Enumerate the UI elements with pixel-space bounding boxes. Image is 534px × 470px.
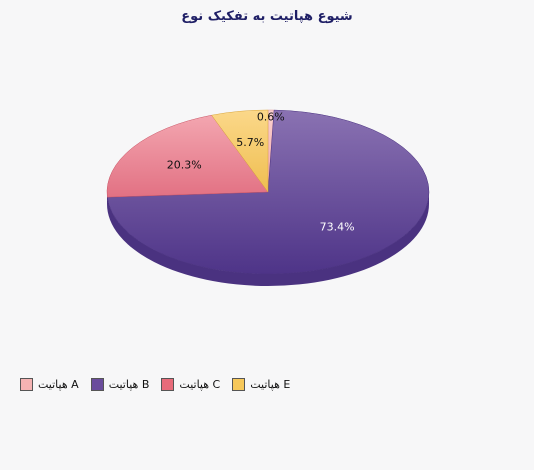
legend-swatch-4 [232, 378, 246, 391]
legend: هپاتیت A هپاتیت B هپاتیت C هپاتیت E [20, 378, 290, 391]
slice-label-2: 73.4% [320, 220, 355, 233]
legend-label-4: هپاتیت E [250, 378, 291, 391]
legend-item-4[interactable]: هپاتیت E [232, 378, 290, 391]
legend-item-1[interactable]: هپاتیت A [20, 378, 79, 391]
slice-label-1: 0.6% [257, 111, 285, 124]
slice-label-3: 20.3% [167, 158, 202, 171]
legend-label-2: هپاتیت B [108, 378, 150, 391]
legend-swatch-2 [90, 378, 104, 391]
pie-slices [106, 109, 430, 275]
legend-label-1: هپاتیت A [38, 378, 79, 391]
legend-label-3: هپاتیت C [179, 378, 221, 391]
legend-swatch-1 [20, 378, 33, 391]
pie-labels: 0.6% 73.4% 20.3% 5.7% [167, 111, 355, 234]
slice-label-4: 5.7% [236, 136, 264, 149]
chart-title: شیوع هپاتیت به تفکیک نوع [181, 9, 352, 24]
legend-swatch-3 [161, 378, 175, 391]
pie-slice-4[interactable] [211, 109, 269, 193]
legend-item-2[interactable]: هپاتیت B [90, 378, 150, 391]
legend-item-3[interactable]: هپاتیت C [161, 378, 220, 391]
pie-slice-3[interactable] [106, 114, 269, 198]
